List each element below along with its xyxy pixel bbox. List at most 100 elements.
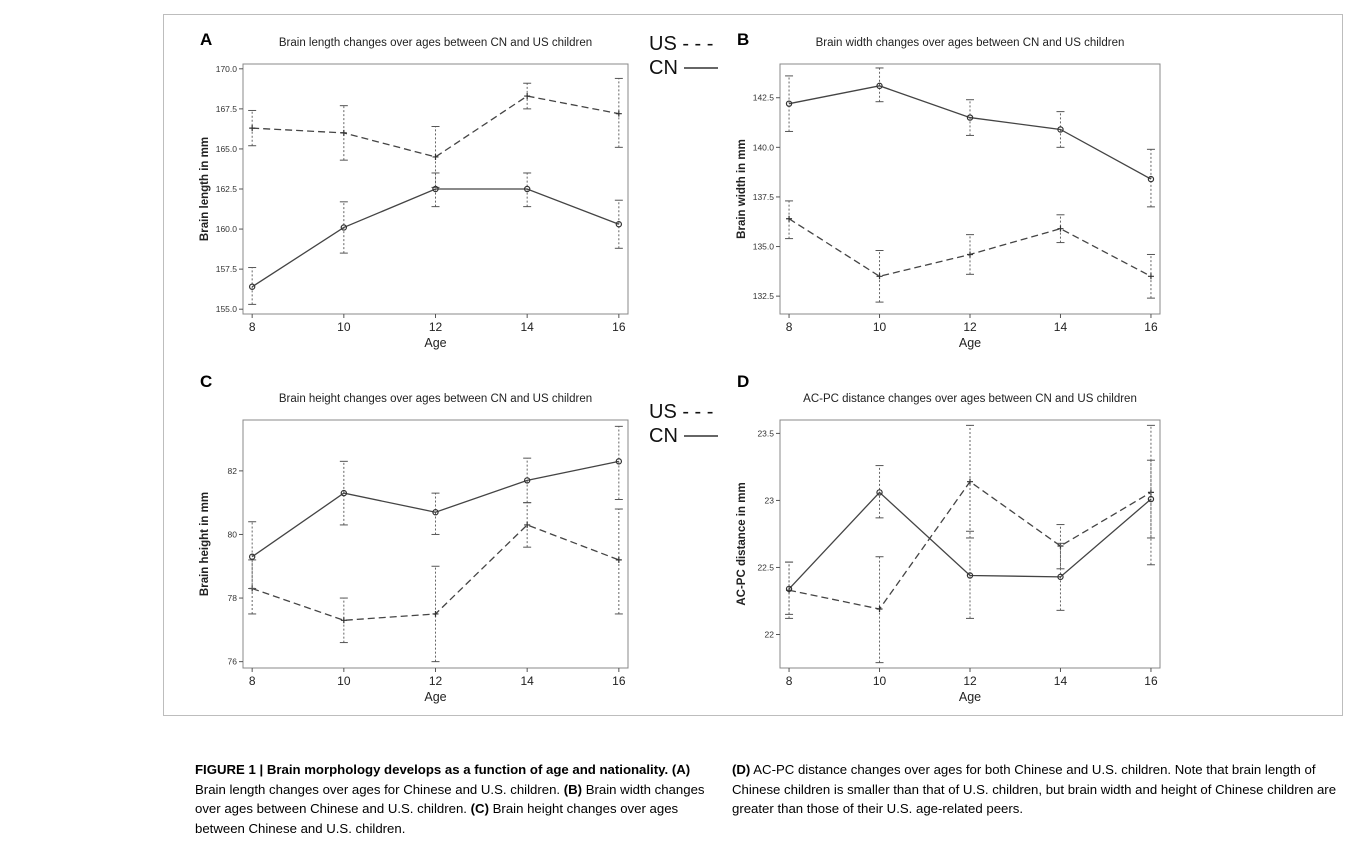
- y-axis-label: Brain height in mm: [199, 492, 211, 596]
- x-tick-label: 16: [612, 674, 626, 688]
- y-tick-label: 137.5: [753, 192, 775, 202]
- panel-letter-d: D: [737, 372, 750, 391]
- series-line-cn: [251, 460, 619, 558]
- point-us: [876, 273, 883, 280]
- x-tick-label: 8: [249, 674, 256, 688]
- chart-title: Brain width changes over ages between CN…: [816, 37, 1125, 49]
- point-cn: [523, 185, 531, 193]
- point-us: [967, 251, 973, 258]
- y-tick-label: 82: [228, 466, 238, 476]
- x-axis-label: Age: [959, 336, 981, 350]
- legend-cn-line-icon: [683, 67, 718, 69]
- caption-d-tag: (D): [732, 762, 751, 777]
- y-tick-label: 23.5: [757, 428, 774, 438]
- y-tick-label: 80: [228, 529, 238, 539]
- point-cn: [248, 553, 256, 560]
- point-us: [967, 478, 973, 485]
- caption-a-tag: (A): [671, 762, 691, 777]
- point-us: [524, 93, 531, 100]
- caption-d-text: AC-PC distance changes over ages for bot…: [732, 762, 1337, 816]
- point-cn: [432, 509, 439, 516]
- y-tick-label: 155.0: [216, 304, 238, 314]
- panel-letter-c: C: [200, 372, 213, 391]
- point-cn: [876, 489, 883, 496]
- x-tick-label: 12: [963, 320, 977, 334]
- legend-us-label: US - - -: [649, 401, 714, 423]
- chart-brain-width: Brain width changes over ages between CN…: [736, 37, 1161, 350]
- caption-b-tag: (B): [563, 781, 583, 797]
- point-cn: [615, 458, 623, 465]
- caption-lead: FIGURE 1 | Brain morphology develops as …: [195, 762, 669, 777]
- x-tick-label: 14: [1054, 320, 1068, 334]
- legend-top: US - - - CN: [649, 32, 718, 80]
- x-tick-label: 14: [520, 320, 534, 334]
- plot-area: [242, 419, 629, 669]
- y-tick-label: 22: [765, 629, 775, 639]
- point-cn: [785, 100, 793, 107]
- x-tick-label: 10: [873, 320, 887, 334]
- point-us: [786, 215, 793, 222]
- x-tick-label: 8: [786, 674, 793, 688]
- y-tick-label: 78: [228, 593, 238, 603]
- caption-a-text: Brain length changes over ages for Chine…: [195, 781, 561, 797]
- y-tick-label: 160.0: [216, 224, 238, 234]
- y-axis-label: Brain length in mm: [199, 137, 211, 241]
- point-us: [615, 110, 622, 117]
- point-cn: [1147, 175, 1155, 183]
- point-cn: [432, 185, 439, 193]
- legend-bottom: US - - - CN: [649, 400, 718, 448]
- point-cn: [248, 283, 256, 290]
- y-tick-label: 170.0: [216, 64, 238, 74]
- chart-title: AC-PC distance changes over ages between…: [803, 393, 1137, 405]
- legend-cn-line-icon: [683, 435, 718, 437]
- caption-right: (D) AC-PC distance changes over ages for…: [732, 760, 1337, 819]
- y-axis-label: Brain width in mm: [736, 139, 748, 239]
- point-us: [1147, 273, 1154, 280]
- figure-frame: [163, 14, 1343, 716]
- caption-c-text: Brain height changes over ages between C…: [195, 801, 679, 836]
- x-tick-label: 10: [337, 320, 351, 334]
- panel-letter-a: A: [200, 30, 213, 49]
- y-tick-label: 165.0: [216, 144, 238, 154]
- point-us: [340, 617, 347, 624]
- point-cn: [966, 114, 974, 121]
- point-us: [249, 125, 256, 132]
- point-us: [340, 129, 347, 136]
- point-us: [524, 521, 531, 528]
- x-tick-label: 12: [429, 674, 443, 688]
- caption-left: FIGURE 1 | Brain morphology develops as …: [195, 760, 710, 838]
- x-tick-label: 16: [612, 320, 626, 334]
- x-axis-label: Age: [424, 336, 446, 350]
- y-tick-label: 135.0: [753, 242, 775, 252]
- x-axis-label: Age: [959, 690, 981, 704]
- point-cn: [523, 477, 531, 484]
- series-line-cn: [788, 85, 1152, 180]
- y-axis-label: AC-PC distance in mm: [736, 482, 748, 605]
- point-cn: [340, 489, 348, 497]
- point-us: [1057, 225, 1064, 232]
- x-tick-label: 10: [873, 674, 887, 688]
- x-tick-label: 16: [1144, 674, 1158, 688]
- x-tick-label: 8: [786, 320, 793, 334]
- y-tick-label: 132.5: [753, 291, 775, 301]
- y-tick-label: 76: [228, 657, 238, 667]
- series-line-us: [788, 218, 1152, 277]
- legend-us-label: US - - -: [649, 33, 714, 55]
- x-tick-label: 16: [1144, 320, 1158, 334]
- x-tick-label: 10: [337, 674, 351, 688]
- point-cn: [966, 572, 974, 579]
- x-tick-label: 14: [520, 674, 534, 688]
- chart-brain-length: Brain length changes over ages between C…: [199, 37, 629, 350]
- point-cn: [1147, 495, 1155, 503]
- point-cn: [340, 224, 348, 231]
- y-tick-label: 22.5: [757, 562, 774, 572]
- y-tick-label: 142.5: [753, 93, 775, 103]
- caption-c-tag: (C): [470, 801, 489, 816]
- y-tick-label: 157.5: [216, 264, 238, 274]
- series-line-us: [252, 95, 619, 158]
- point-cn: [1057, 573, 1064, 581]
- point-us: [432, 153, 439, 160]
- x-tick-label: 12: [963, 674, 977, 688]
- x-tick-label: 14: [1054, 674, 1068, 688]
- chart-title: Brain length changes over ages between C…: [279, 37, 592, 49]
